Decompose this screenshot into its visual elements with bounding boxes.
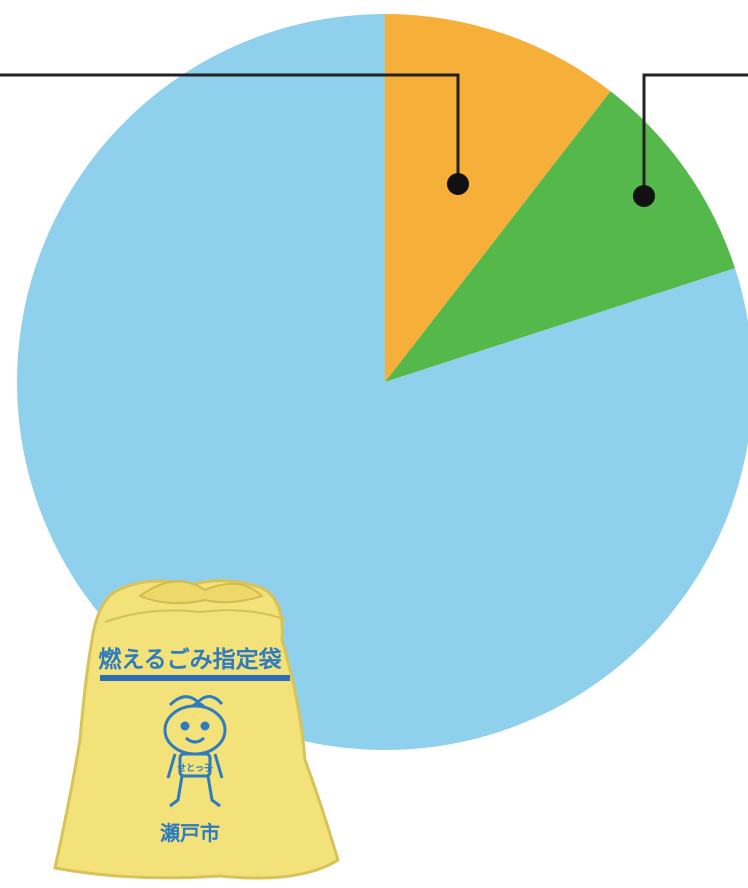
pie-slices (17, 14, 748, 750)
mascot-icon (163, 695, 227, 808)
callout-dot-right (633, 185, 655, 207)
garbage-bag-illustration: 燃えるごみ指定袋 せとっ子 瀬戸市 (53, 579, 340, 880)
callout-leaders (0, 73, 748, 207)
bag-label-text: 燃えるごみ指定袋 (98, 646, 282, 673)
bag-label-stripe (100, 675, 290, 681)
pie-slice-1 (385, 14, 611, 382)
callout-leader-left (0, 73, 460, 183)
callout-leader-right (642, 73, 748, 195)
bag-knot (137, 580, 264, 605)
bag-city-text: 瀬戸市 (160, 821, 220, 845)
mascot-badge-text: せとっ子 (177, 763, 213, 774)
pie-slice-2 (385, 91, 735, 382)
callout-dot-left (447, 173, 469, 195)
pie-slice-3 (17, 14, 748, 750)
